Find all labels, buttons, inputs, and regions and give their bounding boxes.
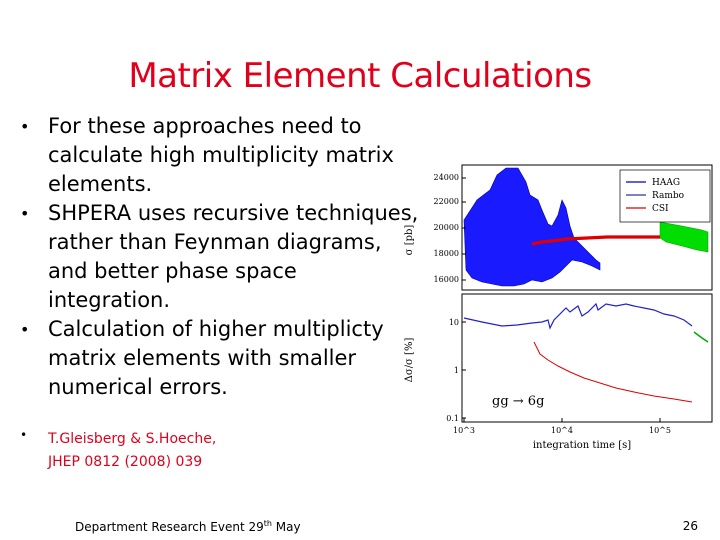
upper-y-tick: 20000 xyxy=(434,223,459,232)
csi-red-curve xyxy=(531,235,660,246)
upper-y-label: σ [pb] xyxy=(404,225,415,256)
lower-x-label: integration time [s] xyxy=(533,440,631,451)
legend-entry-csi: CSI xyxy=(652,204,669,214)
page-number: 26 xyxy=(682,519,698,533)
slide-title: Matrix Element Calculations xyxy=(128,56,592,96)
footer-text: Department Research Event 29th May xyxy=(75,519,301,534)
lower-y-tick: 0.1 xyxy=(446,414,459,423)
legend: HAAG Rambo CSI xyxy=(619,169,711,223)
bullet-list: • For these approaches need to calculate … xyxy=(20,112,420,402)
reference-journal: JHEP 0812 (2008) 039 xyxy=(48,454,203,470)
process-annotation: gg → 6g xyxy=(492,394,544,409)
csi-green-band xyxy=(659,221,709,253)
lower-plot-frame xyxy=(461,293,713,423)
lower-y-tick: 1 xyxy=(454,366,459,375)
lower-y-label: Δσ/σ [%] xyxy=(404,338,415,383)
legend-entry-rambo: Rambo xyxy=(652,191,684,201)
cross-section-figure: 24000 22000 20000 18000 16000 σ [pb] HAA… xyxy=(404,164,713,451)
bullet-marker: • xyxy=(20,428,28,442)
bullet-text: SHPERA uses recursive techniques, rather… xyxy=(48,201,419,312)
lower-x-tick: 10^3 xyxy=(453,426,475,435)
csi-red-error-curve xyxy=(533,341,693,403)
reference-authors: T.Gleisberg & S.Hoeche, xyxy=(48,431,217,447)
bullet-item: • For these approaches need to calculate … xyxy=(20,112,420,199)
upper-y-axis: 24000 22000 20000 18000 16000 xyxy=(434,173,466,284)
bullet-marker: • xyxy=(20,204,30,223)
lower-y-axis: 10 1 0.1 xyxy=(446,318,466,423)
lower-y-tick: 10 xyxy=(449,318,459,327)
upper-y-tick: 24000 xyxy=(434,173,459,182)
bullet-marker: • xyxy=(20,117,30,136)
haag-error-curve xyxy=(463,302,693,330)
lower-x-axis: 10^3 10^4 10^5 xyxy=(453,418,671,435)
lower-x-tick: 10^4 xyxy=(551,426,573,435)
upper-y-tick: 18000 xyxy=(434,249,459,258)
legend-entry-haag: HAAG xyxy=(652,178,680,188)
bullet-text: Calculation of higher multiplicty matrix… xyxy=(48,317,384,399)
footer-sup: th xyxy=(263,519,272,528)
bullet-item: • SHPERA uses recursive techniques, rathe… xyxy=(20,199,420,315)
lower-x-tick: 10^5 xyxy=(649,426,671,435)
csi-green-error-curve xyxy=(693,331,709,343)
bullet-marker: • xyxy=(20,320,30,339)
bullet-text: For these approaches need to calculate h… xyxy=(48,114,394,196)
reference-text: T.Gleisberg & S.Hoeche, JHEP 0812 (2008)… xyxy=(48,428,308,474)
upper-y-tick: 16000 xyxy=(434,275,459,284)
footer-suffix: May xyxy=(271,520,301,534)
upper-y-tick: 22000 xyxy=(434,197,459,206)
bullet-item: • Calculation of higher multiplicty matri… xyxy=(20,315,420,402)
footer-main: Department Research Event 29 xyxy=(75,520,264,534)
haag-band xyxy=(463,167,601,287)
